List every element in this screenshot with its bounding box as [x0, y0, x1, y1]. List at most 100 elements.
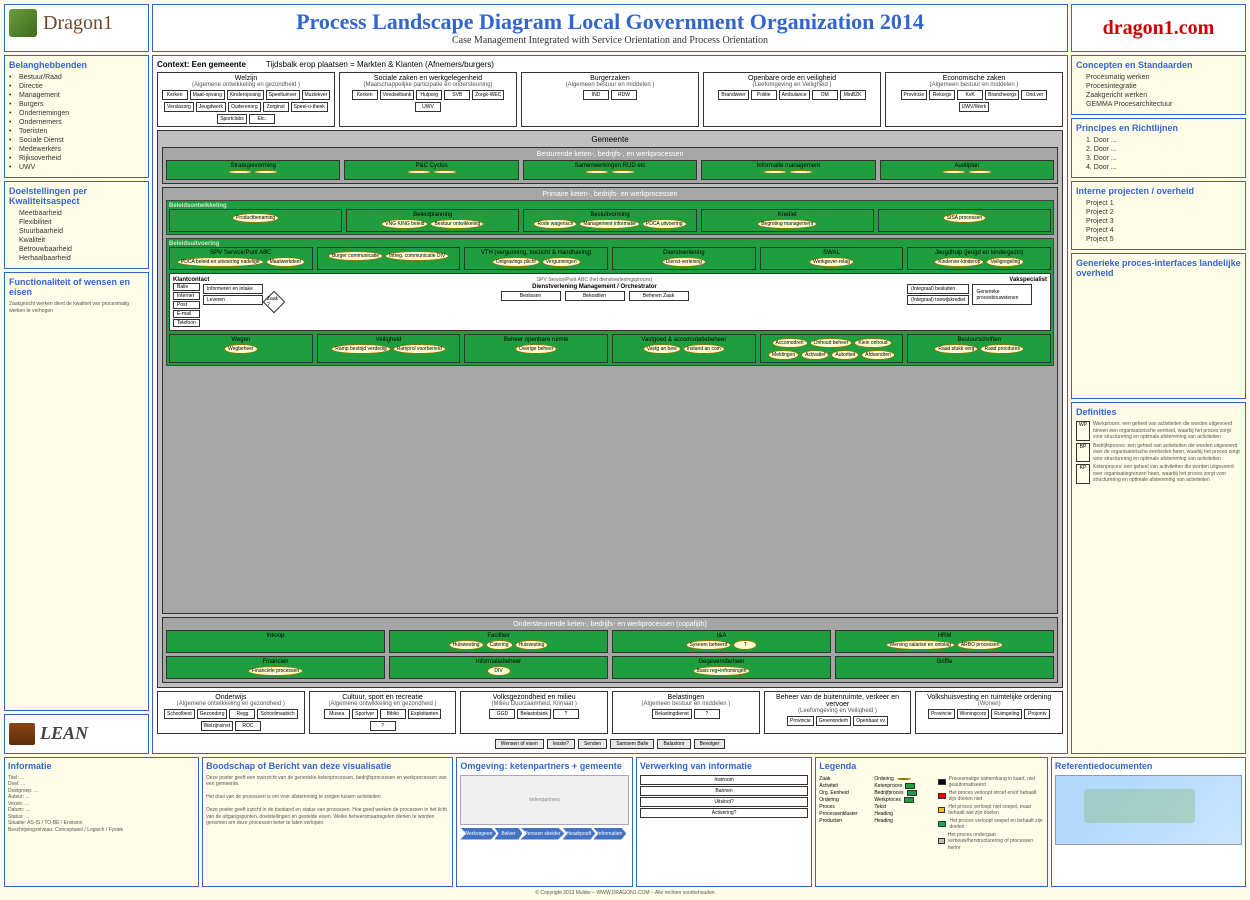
legend-item: Org. Eenheid [819, 790, 868, 796]
process-oval: Activatief [801, 350, 829, 360]
process-group: HRMWerving salarise en ontslagARBO proce… [835, 630, 1054, 653]
process-oval: Autoriteit [831, 350, 859, 360]
vak-krediet: (Integraal) toewijskrediet [907, 295, 969, 305]
gemeente-heading: Gemeente [162, 135, 1058, 144]
process-oval: Klein onhoud [854, 338, 891, 348]
process-oval [968, 170, 992, 174]
list-item: Sociale Dienst [19, 137, 144, 144]
process-oval: Kinderver-kinderop [934, 257, 984, 267]
list-item: Management [19, 92, 144, 99]
domain-item: Ambulance [779, 90, 810, 100]
legend-item: Ordering [819, 797, 868, 803]
canvas-button[interactable]: Wensen of eisen [495, 739, 544, 749]
legend-item: Het proces verloopt niet soepel, maar be… [938, 804, 1044, 817]
kc-leveren: Leveren [203, 295, 263, 305]
canvas-button[interactable]: Samsem Balie [610, 739, 654, 749]
domain-item: Kerken [352, 90, 378, 100]
domain-item: Ruimgeling [991, 709, 1022, 719]
domain-item: RDW [611, 90, 637, 100]
domain-item: Provincie [901, 90, 928, 100]
title-panel: Process Landscape Diagram Local Governme… [152, 4, 1068, 52]
func-panel: Functionaliteit of wensen en eisen Zaakg… [4, 272, 149, 711]
process-oval: Begroting management [757, 219, 817, 229]
legend-item: Zaak [819, 776, 868, 782]
channel-item: Internet [173, 292, 200, 300]
domain-item: Brandweer [718, 90, 748, 100]
list-item: Procesintegratie [1086, 83, 1241, 90]
domain-item: Provincie [787, 716, 814, 726]
interfaces-heading: Generieke proces-interfaces landelijke o… [1076, 258, 1241, 278]
process-oval: Syseem beheerd [686, 640, 732, 650]
domain-item: KvK [957, 90, 983, 100]
domain-box: Openbare orde en veiligheid(Leefomgeving… [703, 72, 881, 127]
logo-text: Dragon1 [43, 12, 113, 35]
page-title: Process Landscape Diagram Local Governme… [157, 9, 1063, 35]
process-group: Beheer openbare ruimteOverige beheer [464, 334, 608, 363]
list-item: Ondernemers [19, 119, 144, 126]
processing-panel: Verwerking van informatie InstroomBannen… [636, 757, 812, 887]
domain-item: Politie [751, 90, 777, 100]
url-text[interactable]: dragon1.com [1103, 17, 1215, 40]
domain-item: ? [694, 709, 720, 719]
process-group: Informatie management [701, 160, 875, 180]
list-item: 3. Door ... [1086, 155, 1241, 162]
process-oval: Huiswesting [449, 640, 484, 650]
copyright: © Copyright 2013 Mulder – WWW.DRAGON1.CO… [4, 890, 1246, 897]
canvas-button[interactable]: Balastonr [657, 739, 690, 749]
canvas-button[interactable]: Bevolger [694, 739, 726, 749]
besturende-heading: Besturende keten-, bedrijfs-, en werkpro… [166, 151, 1054, 158]
domain-item: IND [583, 90, 609, 100]
legend-panel: Legenda ZaakActiviteitOrg. EenheidOrderi… [815, 757, 1048, 887]
context-label: Context: Een gemeente [157, 60, 246, 69]
channel-item: E-mail [173, 310, 200, 318]
process-oval: Maatwerkdeel [266, 257, 305, 267]
process-oval: Financiele processen [248, 666, 303, 676]
canvas-button[interactable]: Iesste? [547, 739, 575, 749]
list-item: Project 2 [1086, 209, 1241, 216]
domain-box: Economische zaken(Algemeen bestuur en mi… [885, 72, 1063, 127]
process-oval: T [733, 640, 757, 650]
domain-item: ? [370, 721, 396, 731]
legend-item: Het proces ondergaat verbouw/herstructur… [938, 832, 1044, 852]
process-group: AccomodrenOnhoud beheerKlein onhoudMeldi… [760, 334, 904, 363]
domain-item: Jeugdwerk [196, 102, 226, 112]
legend-item: Proces [819, 804, 868, 810]
lean-panel: LEAN [4, 714, 149, 754]
process-oval: Onhoud beheer [810, 338, 853, 348]
legend-heading: Legenda [819, 761, 1044, 771]
primaire-heading: Primaire keten-, bedrijfs- en werkproces… [166, 191, 1054, 198]
refdocs-panel: Referentiedocumenten [1051, 757, 1246, 887]
legend-item: Het proces verloopt soepel en behaalt zi… [938, 818, 1044, 831]
stakeholders-panel: Belanghebbenden Bestuur/RaadDirectieMana… [4, 55, 149, 178]
goals-heading: Doelstellingen per Kwaliteitsaspect [9, 186, 144, 206]
process-oval: Ontgravings plicht [492, 257, 540, 267]
process-group: BestuurschriftenRaad stukk vergRaad proc… [907, 334, 1051, 363]
list-item: Procesmatig werken [1086, 74, 1241, 81]
domain-item: Muziekver [302, 90, 331, 100]
process-oval: Veiligregeling [986, 257, 1024, 267]
domain-item: Belastingdienst [652, 709, 692, 719]
process-oval: Vergunningen [542, 257, 581, 267]
process-oval: Intreg. communicatie DIV [385, 251, 449, 261]
mid-beheren: Beheren Zaak [629, 291, 689, 301]
ondersteunende-heading: Ondersteunende keten-, bedrijfs- en werk… [166, 621, 1054, 628]
definition-row: WPWerkproces: een geheel van activiteite… [1076, 421, 1241, 441]
definition-row: BPBedrijfsproces: een geheel van activit… [1076, 443, 1241, 463]
domain-item: Brancheorgs [985, 90, 1019, 100]
process-oval: Accomodren [772, 338, 808, 348]
stakeholders-heading: Belanghebbenden [9, 60, 144, 70]
domain-item: Schoolmaatsch [257, 709, 297, 719]
list-item: Medewerkers [19, 146, 144, 153]
canvas-button[interactable]: Senden [578, 739, 607, 749]
domain-item: Speeltuinver [266, 90, 300, 100]
environment-diagram: ketenpartners [460, 775, 628, 825]
list-item: Ondernemingen [19, 110, 144, 117]
mid-beslissen: Beslissen [501, 291, 561, 301]
process-group: SWALWerkgever-relag [760, 247, 904, 270]
domain-item: Etc. [249, 114, 275, 124]
process-group: Samenwerkingen RUD etc [523, 160, 697, 180]
process-group: BesluitvormingRode wagenschManagement in… [523, 209, 696, 232]
domain-item: Hulporg [416, 90, 442, 100]
definitions-panel: Definities WPWerkproces: een geheel van … [1071, 402, 1246, 753]
concepts-panel: Concepten en Standaarden Procesmatig wer… [1071, 55, 1246, 115]
